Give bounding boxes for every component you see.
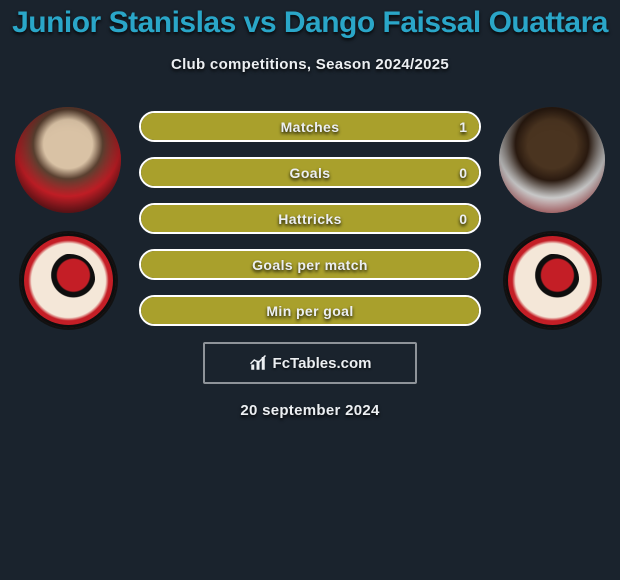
stat-bar-goals-per-match: Goals per match	[139, 249, 481, 280]
stat-label: Matches	[281, 119, 340, 135]
stat-label: Goals	[290, 165, 331, 181]
stat-value: 0	[459, 165, 467, 181]
stat-bar-matches: Matches 1	[139, 111, 481, 142]
left-column	[15, 107, 121, 328]
player-photo-right	[499, 107, 605, 213]
player-photo-left	[15, 107, 121, 213]
club-badge-left	[21, 233, 116, 328]
stat-value: 0	[459, 211, 467, 227]
stats-area: Matches 1 Goals 0 Hattricks 0 Goals per …	[0, 107, 620, 328]
date-label: 20 september 2024	[240, 402, 379, 419]
brand-text: FcTables.com	[273, 355, 372, 372]
right-column	[499, 107, 605, 328]
stat-label: Goals per match	[252, 257, 368, 273]
brand-badge[interactable]: FcTables.com	[203, 342, 417, 384]
stats-list: Matches 1 Goals 0 Hattricks 0 Goals per …	[139, 111, 481, 326]
page-title: Junior Stanislas vs Dango Faissal Ouatta…	[12, 6, 608, 40]
club-badge-right	[505, 233, 600, 328]
stat-bar-min-per-goal: Min per goal	[139, 295, 481, 326]
stat-value: 1	[459, 119, 467, 135]
stat-bar-hattricks: Hattricks 0	[139, 203, 481, 234]
chart-icon	[249, 354, 267, 372]
stat-label: Min per goal	[266, 303, 353, 319]
stat-bar-goals: Goals 0	[139, 157, 481, 188]
subtitle: Club competitions, Season 2024/2025	[171, 56, 449, 73]
stat-label: Hattricks	[278, 211, 342, 227]
